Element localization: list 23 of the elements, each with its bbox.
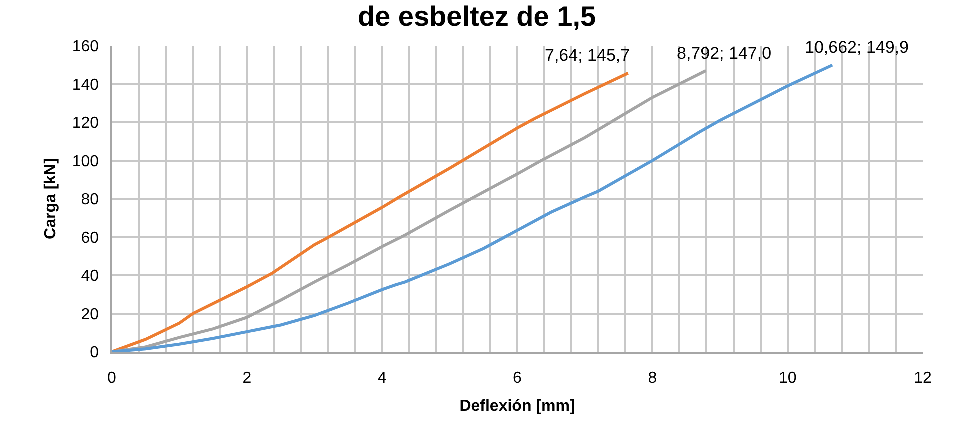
- x-tick-label: 12: [914, 370, 932, 387]
- x-tick-label: 2: [242, 370, 252, 387]
- annotation: 7,64; 145,7: [545, 46, 630, 65]
- line-series: [112, 64, 834, 352]
- annotation: 8,792; 147,0: [677, 44, 772, 63]
- y-tick-label: 120: [72, 115, 100, 132]
- x-tick-label: 10: [778, 370, 797, 387]
- y-tick-label: 40: [81, 268, 100, 286]
- x-tick-label: 6: [513, 370, 522, 387]
- y-tick-label: 160: [72, 38, 100, 56]
- y-tick-label: 100: [72, 153, 100, 170]
- y-tick-label: 80: [81, 192, 100, 209]
- x-tick-label: 0: [108, 370, 117, 387]
- y-tick-label: 20: [81, 306, 100, 324]
- chart-title: de esbeltez de 1,5: [358, 1, 596, 32]
- annotation: 10,662; 149,9: [805, 38, 909, 57]
- x-axis-title: Deflexión [mm]: [460, 398, 576, 416]
- y-tick-label: 140: [72, 76, 100, 94]
- x-tick-label: 4: [378, 370, 387, 387]
- x-tick-label: 8: [648, 370, 658, 387]
- y-tick-label: 0: [90, 344, 100, 362]
- y-axis-title: Carga [kN]: [42, 158, 60, 240]
- y-tick-label: 60: [81, 230, 100, 247]
